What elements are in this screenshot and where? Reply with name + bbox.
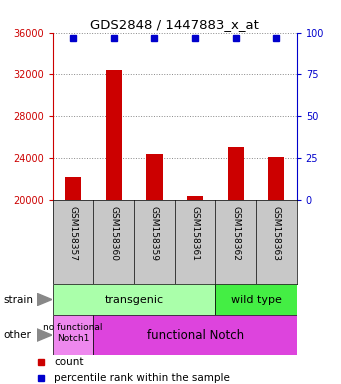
Bar [227, 147, 244, 200]
Text: functional Notch: functional Notch [147, 329, 243, 341]
Text: transgenic: transgenic [105, 295, 164, 305]
Text: GSM158359: GSM158359 [150, 207, 159, 262]
Text: percentile rank within the sample: percentile rank within the sample [54, 372, 230, 383]
Bar [268, 157, 284, 200]
Text: GSM158363: GSM158363 [272, 207, 281, 262]
Bar [93, 315, 297, 355]
Text: GSM158361: GSM158361 [191, 207, 199, 262]
Text: count: count [54, 358, 84, 367]
Bar [187, 195, 203, 200]
Bar [146, 154, 163, 200]
Polygon shape [37, 293, 52, 306]
Text: other: other [3, 330, 31, 340]
Text: GSM158357: GSM158357 [69, 207, 78, 262]
Polygon shape [37, 329, 52, 341]
Text: strain: strain [3, 295, 33, 305]
Bar [53, 315, 93, 355]
Bar [216, 284, 297, 315]
Text: GSM158360: GSM158360 [109, 207, 118, 262]
Text: wild type: wild type [231, 295, 281, 305]
Bar [106, 70, 122, 200]
Bar [65, 177, 81, 200]
Text: no functional
Notch1: no functional Notch1 [43, 323, 103, 343]
Text: GSM158362: GSM158362 [231, 207, 240, 262]
Title: GDS2848 / 1447883_x_at: GDS2848 / 1447883_x_at [90, 18, 259, 31]
Bar [53, 284, 216, 315]
